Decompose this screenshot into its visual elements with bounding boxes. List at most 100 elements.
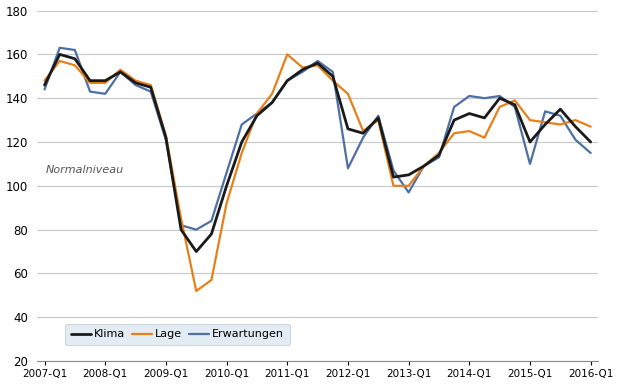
Erwartungen bbox=[450, 105, 458, 109]
Erwartungen bbox=[208, 219, 215, 223]
Klima bbox=[405, 172, 412, 177]
Klima bbox=[374, 116, 382, 120]
Klima bbox=[253, 114, 260, 118]
Klima bbox=[299, 67, 306, 72]
Erwartungen bbox=[466, 94, 473, 98]
Erwartungen bbox=[223, 171, 230, 175]
Klima bbox=[557, 107, 564, 112]
Lage bbox=[132, 79, 140, 83]
Erwartungen bbox=[253, 111, 260, 116]
Klima bbox=[587, 140, 595, 144]
Klima bbox=[480, 116, 488, 120]
Erwartungen bbox=[56, 45, 63, 50]
Klima bbox=[283, 79, 291, 83]
Lage bbox=[41, 79, 48, 83]
Lage bbox=[71, 63, 79, 68]
Lage bbox=[193, 289, 200, 293]
Lage bbox=[420, 164, 428, 168]
Lage bbox=[390, 184, 397, 188]
Lage bbox=[56, 59, 63, 63]
Klima bbox=[162, 135, 170, 140]
Lage bbox=[268, 92, 276, 96]
Lage bbox=[480, 135, 488, 140]
Lage bbox=[208, 278, 215, 282]
Lage bbox=[557, 122, 564, 127]
Lage bbox=[435, 151, 443, 155]
Klima bbox=[496, 96, 503, 100]
Lage bbox=[299, 65, 306, 70]
Erwartungen bbox=[86, 89, 94, 94]
Klima bbox=[344, 127, 352, 131]
Lage bbox=[526, 118, 534, 122]
Erwartungen bbox=[405, 190, 412, 195]
Legend: Klima, Lage, Erwartungen: Klima, Lage, Erwartungen bbox=[65, 324, 290, 345]
Erwartungen bbox=[480, 96, 488, 100]
Lage bbox=[541, 120, 549, 125]
Klima bbox=[420, 164, 428, 168]
Erwartungen bbox=[420, 164, 428, 168]
Erwartungen bbox=[132, 83, 140, 87]
Klima bbox=[314, 61, 321, 65]
Lage bbox=[496, 105, 503, 109]
Klima bbox=[86, 79, 94, 83]
Erwartungen bbox=[268, 100, 276, 105]
Lage bbox=[360, 129, 367, 133]
Line: Klima: Klima bbox=[45, 54, 591, 251]
Klima bbox=[329, 74, 337, 79]
Klima bbox=[177, 228, 185, 232]
Erwartungen bbox=[541, 109, 549, 114]
Erwartungen bbox=[496, 94, 503, 98]
Erwartungen bbox=[102, 92, 109, 96]
Klima bbox=[102, 79, 109, 83]
Lage bbox=[587, 124, 595, 129]
Lage bbox=[466, 129, 473, 133]
Erwartungen bbox=[147, 89, 154, 94]
Lage bbox=[117, 67, 124, 72]
Line: Lage: Lage bbox=[45, 54, 591, 291]
Erwartungen bbox=[511, 105, 518, 109]
Lage bbox=[147, 83, 154, 87]
Erwartungen bbox=[299, 70, 306, 74]
Erwartungen bbox=[117, 70, 124, 74]
Erwartungen bbox=[177, 223, 185, 228]
Erwartungen bbox=[71, 48, 79, 52]
Lage bbox=[162, 133, 170, 138]
Erwartungen bbox=[193, 228, 200, 232]
Lage bbox=[238, 151, 246, 155]
Erwartungen bbox=[390, 168, 397, 173]
Erwartungen bbox=[587, 151, 595, 155]
Erwartungen bbox=[526, 162, 534, 166]
Erwartungen bbox=[572, 137, 579, 142]
Erwartungen bbox=[435, 155, 443, 160]
Lage bbox=[511, 98, 518, 103]
Erwartungen bbox=[41, 87, 48, 92]
Lage bbox=[283, 52, 291, 57]
Klima bbox=[466, 111, 473, 116]
Lage bbox=[253, 111, 260, 116]
Klima bbox=[390, 175, 397, 179]
Klima bbox=[360, 131, 367, 136]
Lage bbox=[329, 79, 337, 83]
Erwartungen bbox=[557, 114, 564, 118]
Erwartungen bbox=[238, 122, 246, 127]
Lage bbox=[102, 80, 109, 85]
Lage bbox=[223, 201, 230, 206]
Erwartungen bbox=[360, 135, 367, 140]
Klima bbox=[450, 118, 458, 122]
Line: Erwartungen: Erwartungen bbox=[45, 48, 591, 230]
Text: Normalniveau: Normalniveau bbox=[45, 165, 123, 175]
Klima bbox=[541, 122, 549, 127]
Klima bbox=[132, 80, 140, 85]
Erwartungen bbox=[329, 70, 337, 74]
Erwartungen bbox=[374, 114, 382, 118]
Klima bbox=[223, 184, 230, 188]
Klima bbox=[526, 140, 534, 144]
Lage bbox=[86, 80, 94, 85]
Lage bbox=[450, 131, 458, 136]
Klima bbox=[511, 102, 518, 107]
Klima bbox=[41, 83, 48, 87]
Klima bbox=[117, 70, 124, 74]
Erwartungen bbox=[344, 166, 352, 171]
Klima bbox=[268, 100, 276, 105]
Lage bbox=[314, 63, 321, 68]
